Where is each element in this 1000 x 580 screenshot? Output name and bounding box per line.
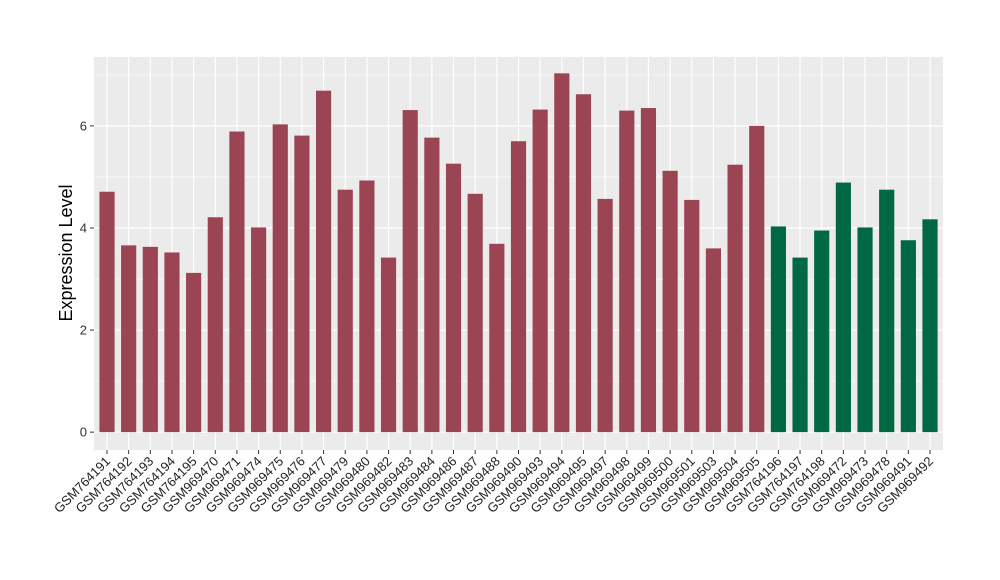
bar-GSM969473	[857, 227, 873, 433]
bar-GSM969493	[532, 109, 548, 433]
bar-GSM969504	[727, 164, 743, 433]
bar-GSM969472	[835, 182, 851, 433]
bar-GSM969476	[294, 135, 310, 433]
y-tick-label: 2	[80, 323, 87, 338]
bar-GSM969480	[359, 180, 375, 433]
bar-GSM969501	[684, 199, 700, 433]
y-axis-ticks: 0 2 4 6	[80, 118, 94, 440]
bar-GSM969483	[402, 110, 418, 433]
x-axis-ticks: GSM764191GSM764192GSM764193GSM764194GSM7…	[51, 450, 936, 516]
bar-GSM764198	[814, 230, 830, 433]
bar-GSM969486	[445, 163, 462, 433]
bar-GSM969497	[597, 198, 613, 433]
bar-GSM969487	[467, 193, 483, 433]
bar-GSM969492	[922, 219, 938, 433]
bar-GSM969475	[272, 124, 288, 433]
bar-GSM764195	[186, 272, 202, 433]
bar-GSM969495	[575, 94, 592, 433]
bar-GSM969470	[207, 217, 223, 433]
y-tick-label: 4	[80, 220, 87, 235]
bar-GSM969491	[900, 240, 916, 433]
bar-GSM764192	[121, 245, 137, 433]
bar-GSM969479	[337, 189, 353, 433]
bar-GSM969474	[251, 227, 267, 433]
bar-GSM764191	[99, 191, 115, 433]
y-tick-label: 6	[80, 118, 87, 133]
bar-GSM969498	[619, 110, 635, 433]
bar-GSM969477	[315, 90, 332, 433]
bar-GSM969482	[380, 257, 397, 433]
bar-GSM969490	[510, 141, 527, 433]
bars	[99, 73, 938, 433]
bar-GSM764193	[142, 246, 158, 433]
bar-GSM969505	[749, 125, 765, 433]
bar-GSM969488	[489, 243, 505, 433]
bar-GSM969484	[424, 137, 440, 433]
y-axis-title: Expression Level	[56, 184, 76, 321]
bar-GSM764197	[792, 257, 808, 433]
y-tick-label: 0	[80, 425, 87, 440]
bar-GSM969500	[662, 170, 678, 433]
bar-GSM969471	[229, 131, 245, 433]
bar-GSM969503	[705, 248, 722, 433]
bar-GSM969494	[554, 73, 570, 433]
bar-GSM764196	[770, 226, 786, 433]
bar-GSM969478	[879, 189, 895, 433]
bar-GSM764194	[164, 252, 180, 433]
bar-GSM969499	[640, 108, 657, 433]
